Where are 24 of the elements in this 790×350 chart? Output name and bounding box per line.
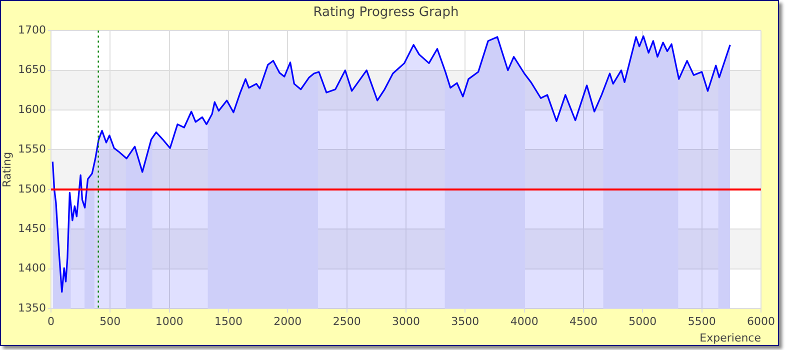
x-tick-label: 3500 [451,315,480,328]
chart-title: Rating Progress Graph [313,5,459,20]
y-tick-label: 1600 [18,102,46,116]
y-axis-title: Rating [0,152,14,188]
x-tick-label: 4000 [510,315,538,328]
x-tick-label: 4500 [570,315,598,328]
x-tick-label: 3000 [392,315,420,328]
y-tick-label: 1700 [18,23,46,36]
y-tick-label: 1350 [18,301,46,314]
y-tick-label: 1500 [18,182,46,196]
x-tick-label: 5000 [628,315,657,328]
y-tick-label: 1550 [18,142,46,156]
x-tick-label: 5500 [688,315,716,328]
x-tick-label: 2000 [274,315,302,328]
x-tick-label: 2500 [332,315,361,328]
x-tick-label: 6000 [747,315,776,328]
y-tick-label: 1450 [18,222,46,236]
x-tick-label: 1000 [155,315,184,328]
x-tick-label: 500 [100,315,121,328]
y-tick-label: 1400 [18,262,46,275]
x-tick-label: 0 [48,315,54,328]
x-axis-title: Experience [700,331,762,344]
x-tick-label: 1500 [214,315,242,328]
y-tick-label: 1650 [18,63,46,76]
